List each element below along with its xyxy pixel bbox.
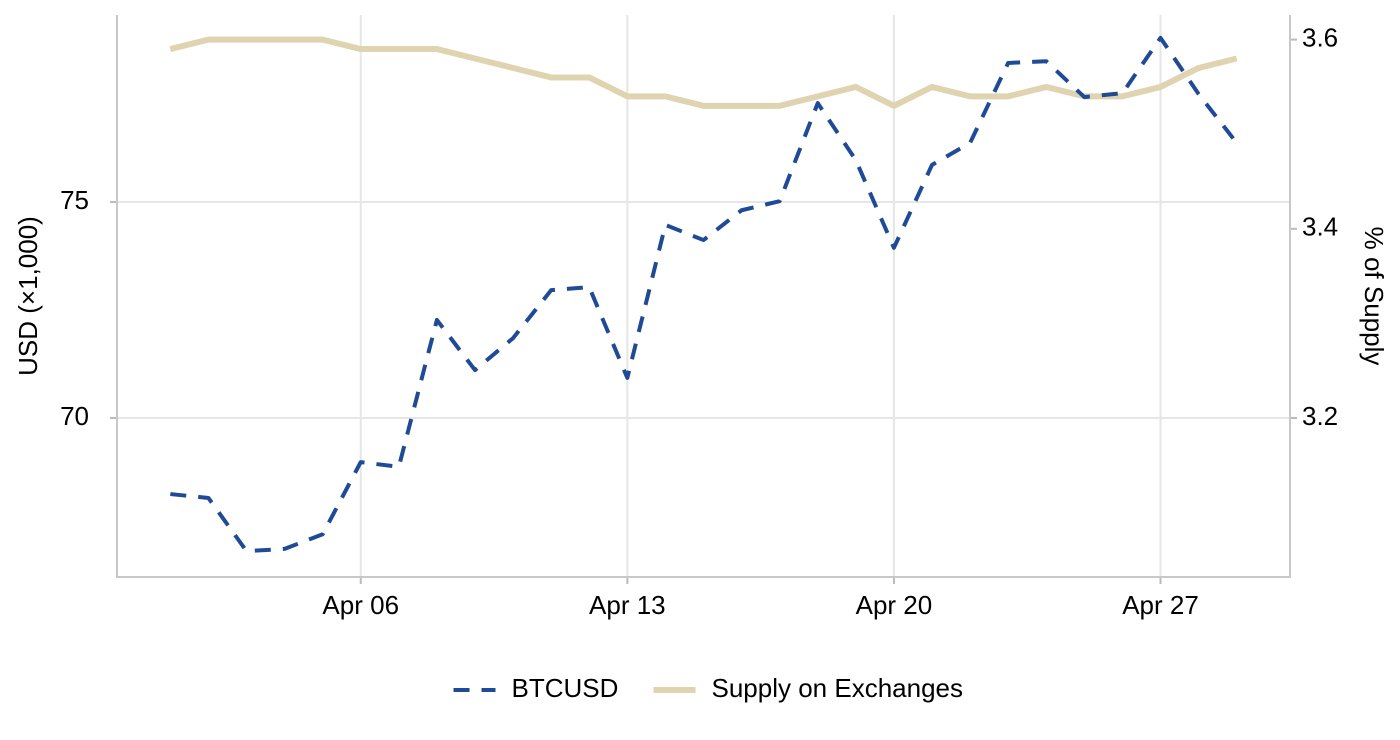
x-tick-label: Apr 06 [322, 590, 399, 620]
y-axis-title: USD (×1,000) [13, 216, 43, 376]
legend-label: Supply on Exchanges [712, 673, 964, 703]
y-tick-label: 70 [60, 401, 89, 431]
y2-tick-label: 3.4 [1302, 212, 1338, 242]
x-tick-label: Apr 20 [856, 590, 933, 620]
y2-axis-title: % of Supply [1359, 227, 1389, 366]
axis-frame [116, 15, 1291, 578]
grid [117, 15, 1290, 577]
y-tick-label: 75 [60, 185, 89, 215]
x-tick-label: Apr 27 [1122, 590, 1199, 620]
y2-tick-label: 3.2 [1302, 401, 1338, 431]
series-line [170, 35, 1239, 554]
x-tick-label: Apr 13 [589, 590, 666, 620]
series-line [169, 36, 1238, 109]
legend-label: BTCUSD [512, 673, 619, 703]
y2-tick-label: 3.6 [1302, 22, 1338, 52]
